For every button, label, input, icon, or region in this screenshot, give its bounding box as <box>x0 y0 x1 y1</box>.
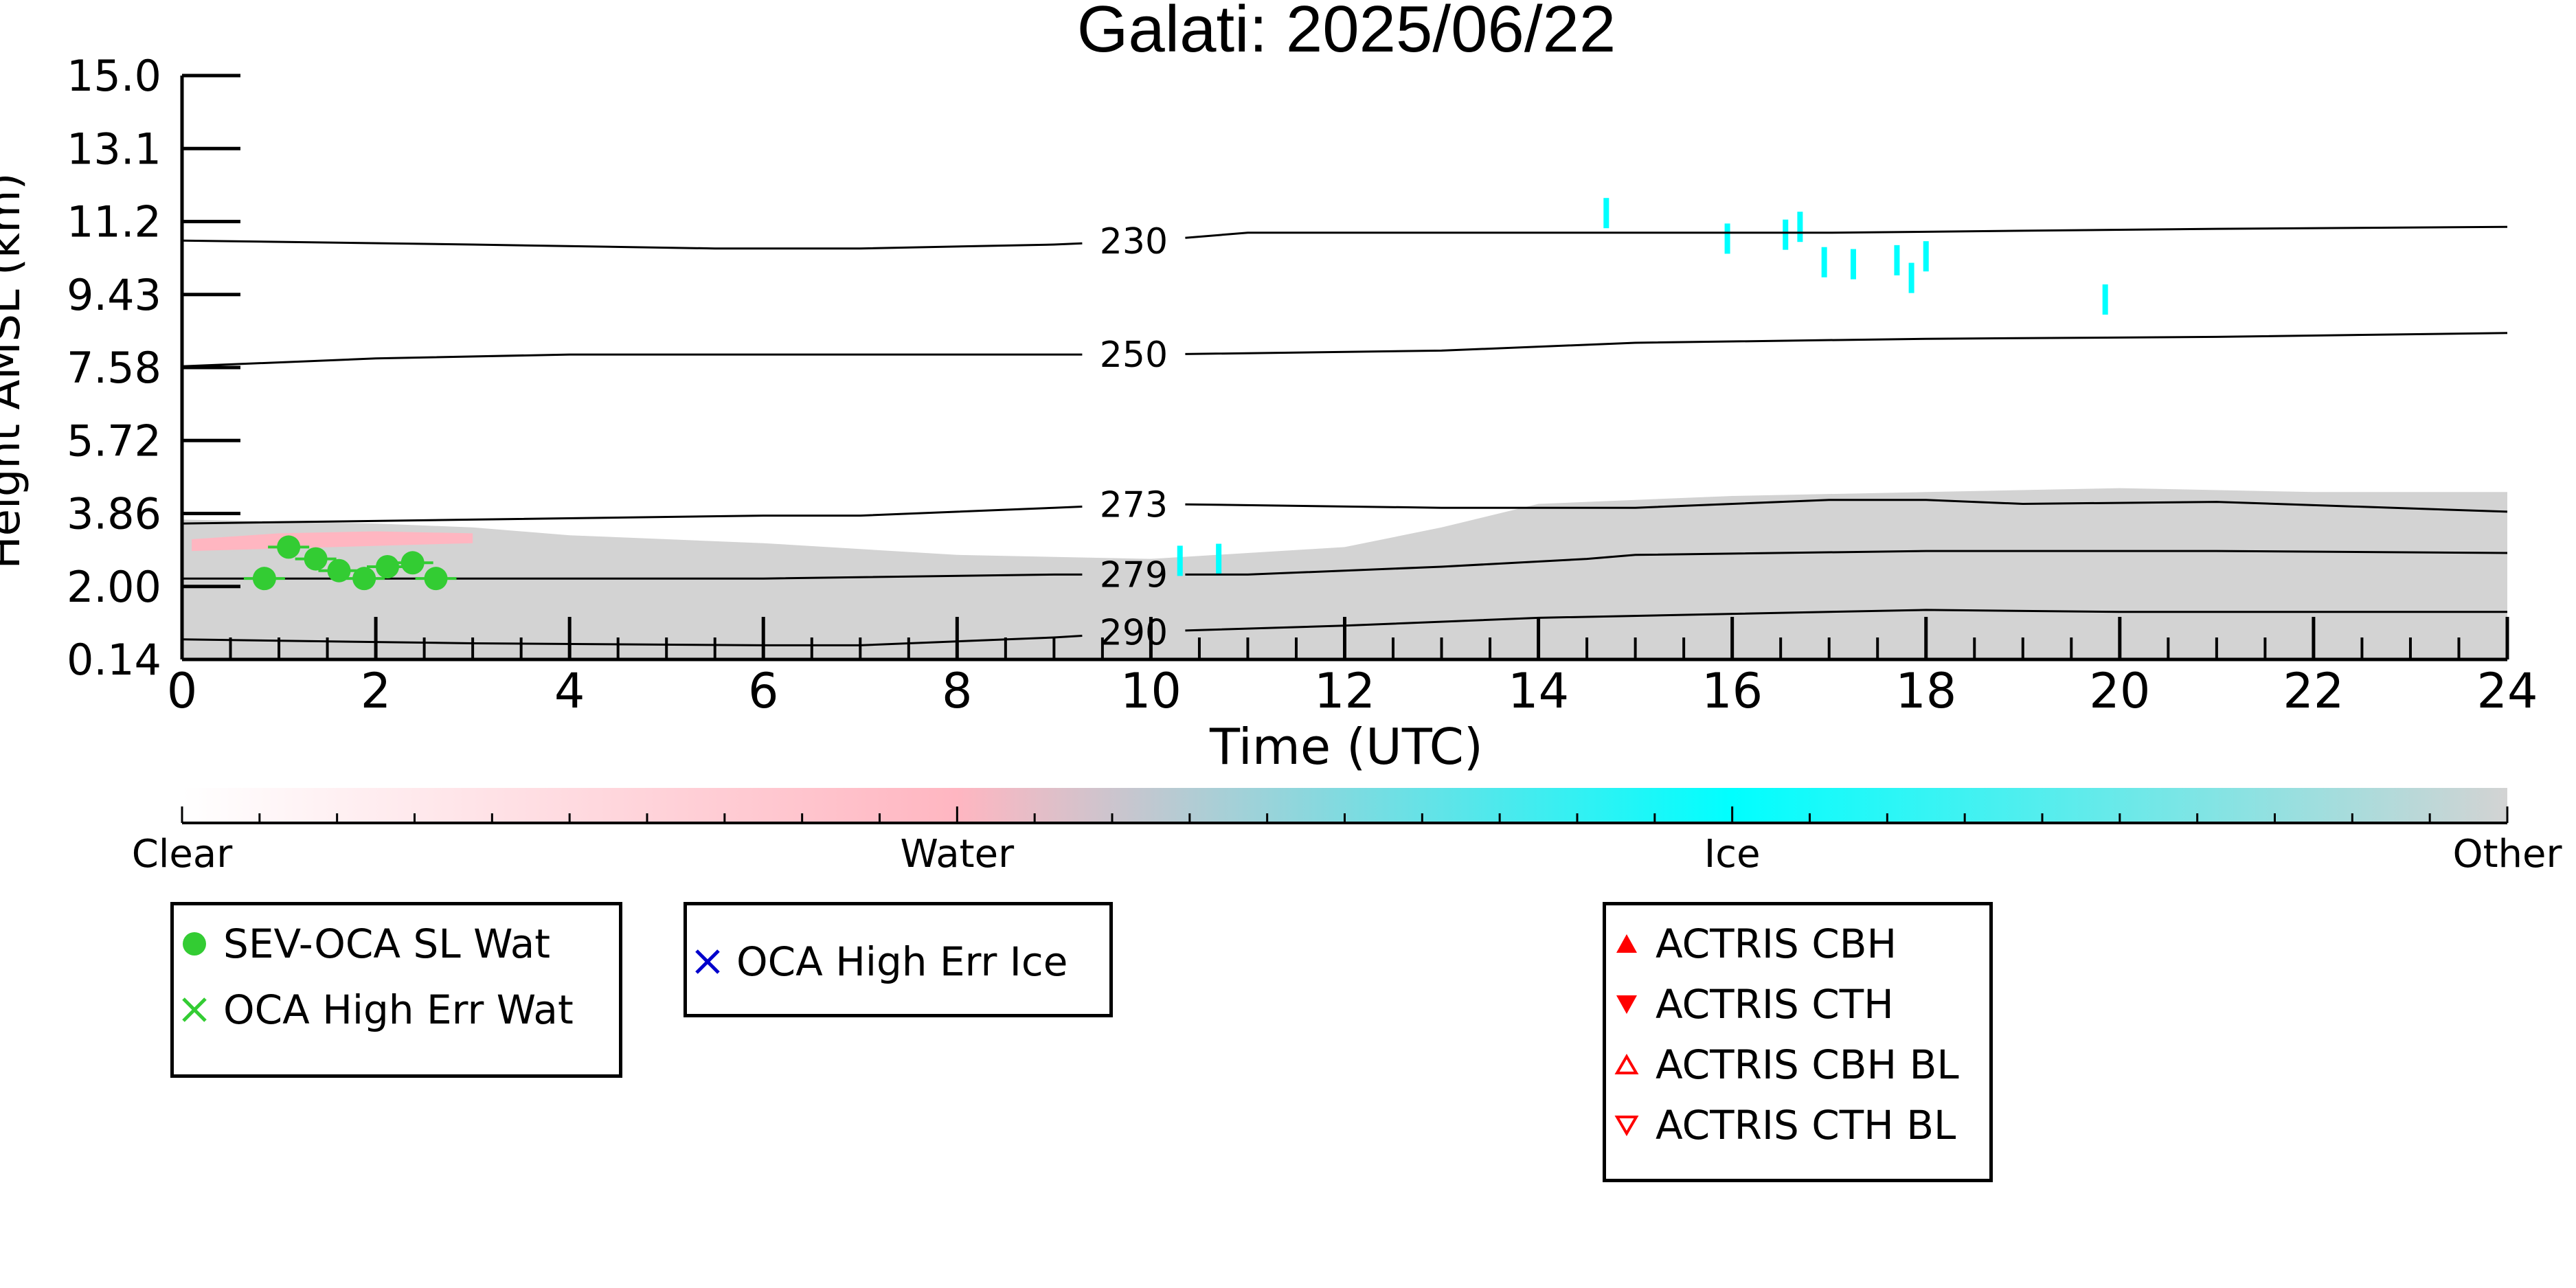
legend-label: ACTRIS CTH BL <box>1656 1102 1956 1149</box>
x-marker-icon <box>174 995 215 1025</box>
cloud-patch-ice <box>1177 545 1183 576</box>
contour-line-290 <box>1185 609 2507 632</box>
legend-label: ACTRIS CBH <box>1656 920 1897 967</box>
x-tick-label: 2 <box>361 663 392 719</box>
x-axis-label: Time (UTC) <box>1209 718 1483 776</box>
cloud-regions <box>182 198 2507 659</box>
circle-marker-icon <box>174 930 215 958</box>
legend-label: ACTRIS CBH BL <box>1656 1041 1959 1088</box>
colorbar-label: Other <box>2452 832 2562 877</box>
data-point <box>400 551 425 575</box>
legend-actris: ACTRIS CBH ACTRIS CTH ACTRIS CBH BL ACTR… <box>1603 902 1993 1182</box>
legend-ocawat: SEV-OCA SL Wat OCA High Err Wat <box>170 902 622 1078</box>
x-marker-icon <box>687 947 728 977</box>
contour-line-273 <box>181 506 1083 525</box>
y-tick-label: 7.58 <box>67 343 161 393</box>
chart-title: Galati: 2025/06/22 <box>1077 0 1616 66</box>
contour-label: 273 <box>1100 484 1168 526</box>
data-point <box>304 547 328 571</box>
legend-entry: ACTRIS CBH BL <box>1606 1037 1959 1092</box>
legend-entry: OCA High Err Wat <box>174 982 574 1037</box>
y-tick-label: 0.14 <box>67 635 161 685</box>
legend-entry: ACTRIS CTH BL <box>1606 1098 1956 1153</box>
contour-line-279 <box>1185 550 2508 576</box>
cloud-region-water <box>192 531 473 552</box>
y-tick-label: 9.43 <box>67 270 161 320</box>
data-point <box>352 567 376 591</box>
data-point <box>277 535 301 559</box>
y-tick-label: 13.1 <box>67 124 161 174</box>
legend-entry: SEV-OCA SL Wat <box>174 916 550 971</box>
y-tick-label: 5.72 <box>67 416 161 466</box>
x-tick-label: 18 <box>1895 663 1956 719</box>
legend-label: ACTRIS CTH <box>1656 981 1894 1028</box>
cloud-patch-ice <box>1894 245 1900 275</box>
cloud-patch-ice <box>2102 284 2108 315</box>
triangle-down-icon <box>1606 992 1647 1017</box>
colorbar: Clear Water Ice Other <box>132 788 2562 877</box>
contour-label: 279 <box>1100 554 1168 596</box>
colorbar-label: Clear <box>132 832 233 877</box>
triangle-up-icon <box>1606 931 1647 956</box>
cloud-region-other <box>182 488 2507 659</box>
colorbar-label: Water <box>901 832 1015 877</box>
contour-label: 250 <box>1100 335 1168 376</box>
x-tick-label: 16 <box>1702 663 1763 719</box>
cloud-patch-ice <box>1821 247 1827 278</box>
x-tick-label: 6 <box>748 663 779 719</box>
data-points <box>243 535 457 591</box>
x-tick-label: 10 <box>1120 663 1182 719</box>
legend-label: OCA High Err Ice <box>736 938 1068 985</box>
contour-line-250 <box>181 353 1083 368</box>
contour-line-273 <box>1185 499 2508 513</box>
cloud-patch-ice <box>1908 262 1914 293</box>
contour-line-230 <box>1185 225 2508 239</box>
legend-entry: ACTRIS CBH <box>1606 916 1897 971</box>
cloud-patch-ice <box>1797 212 1803 242</box>
x-tick-label: 8 <box>942 663 973 719</box>
contour-line-250 <box>1185 332 2508 355</box>
x-tick-label: 14 <box>1508 663 1569 719</box>
legend-label: SEV-OCA SL Wat <box>223 920 551 967</box>
data-point <box>424 567 448 591</box>
y-tick-label: 2.00 <box>67 562 161 612</box>
legend-entry: ACTRIS CTH <box>1606 977 1894 1032</box>
x-tick-label: 4 <box>554 663 585 719</box>
y-axis-label: Height AMSL (km) <box>0 173 30 569</box>
cloud-patch-ice <box>1923 241 1929 272</box>
cloud-patch-ice <box>1850 249 1856 280</box>
triangle-down-open-icon <box>1606 1113 1647 1138</box>
data-point <box>327 558 351 583</box>
cloud-patch-ice <box>1724 223 1730 254</box>
colorbar-label: Ice <box>1704 832 1761 877</box>
legend-label: OCA High Err Wat <box>223 986 574 1033</box>
x-tick-label: 0 <box>167 663 198 719</box>
triangle-up-open-icon <box>1606 1052 1647 1077</box>
contour-label: 230 <box>1100 221 1168 262</box>
cloud-patch-ice <box>1603 198 1609 229</box>
x-tick-label: 24 <box>2476 663 2538 719</box>
cloud-patch-ice <box>1783 219 1789 250</box>
y-tick-label: 11.2 <box>67 197 161 247</box>
y-tick-label: 3.86 <box>67 489 161 539</box>
cloud-patch-ice <box>1216 543 1222 574</box>
contour-line-230 <box>181 239 1083 250</box>
x-tick-label: 12 <box>1314 663 1375 719</box>
contour-label: 290 <box>1100 613 1168 654</box>
y-tick-label: 15.0 <box>67 51 161 101</box>
x-tick-label: 20 <box>2089 663 2150 719</box>
x-tick-label: 22 <box>2283 663 2344 719</box>
legend-ocaice: OCA High Err Ice <box>683 902 1113 1017</box>
legend-entry: OCA High Err Ice <box>687 934 1067 989</box>
data-point <box>376 555 400 579</box>
data-point <box>252 567 276 591</box>
